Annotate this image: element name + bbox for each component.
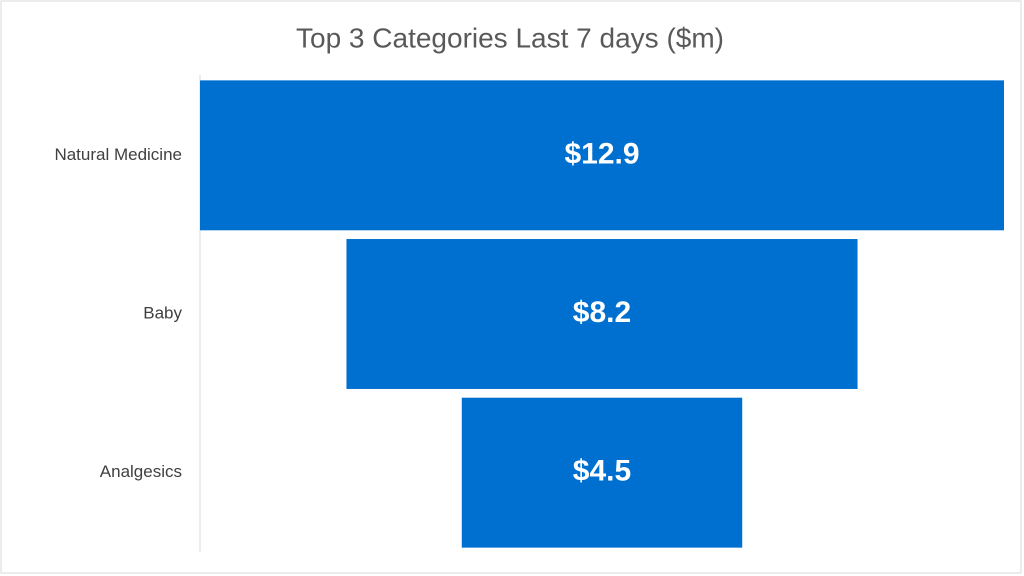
funnel-bar: [200, 80, 1004, 231]
chart-title: Top 3 Categories Last 7 days ($m): [296, 22, 724, 53]
category-label: Baby: [143, 303, 182, 322]
value-label: $4.5: [573, 455, 631, 488]
value-label: $12.9: [564, 137, 639, 170]
category-label: Analgesics: [100, 462, 182, 481]
funnel-bar: [461, 397, 743, 548]
funnel-bar: [346, 239, 858, 389]
category-label: Natural Medicine: [54, 145, 182, 164]
value-label: $8.2: [573, 296, 631, 329]
